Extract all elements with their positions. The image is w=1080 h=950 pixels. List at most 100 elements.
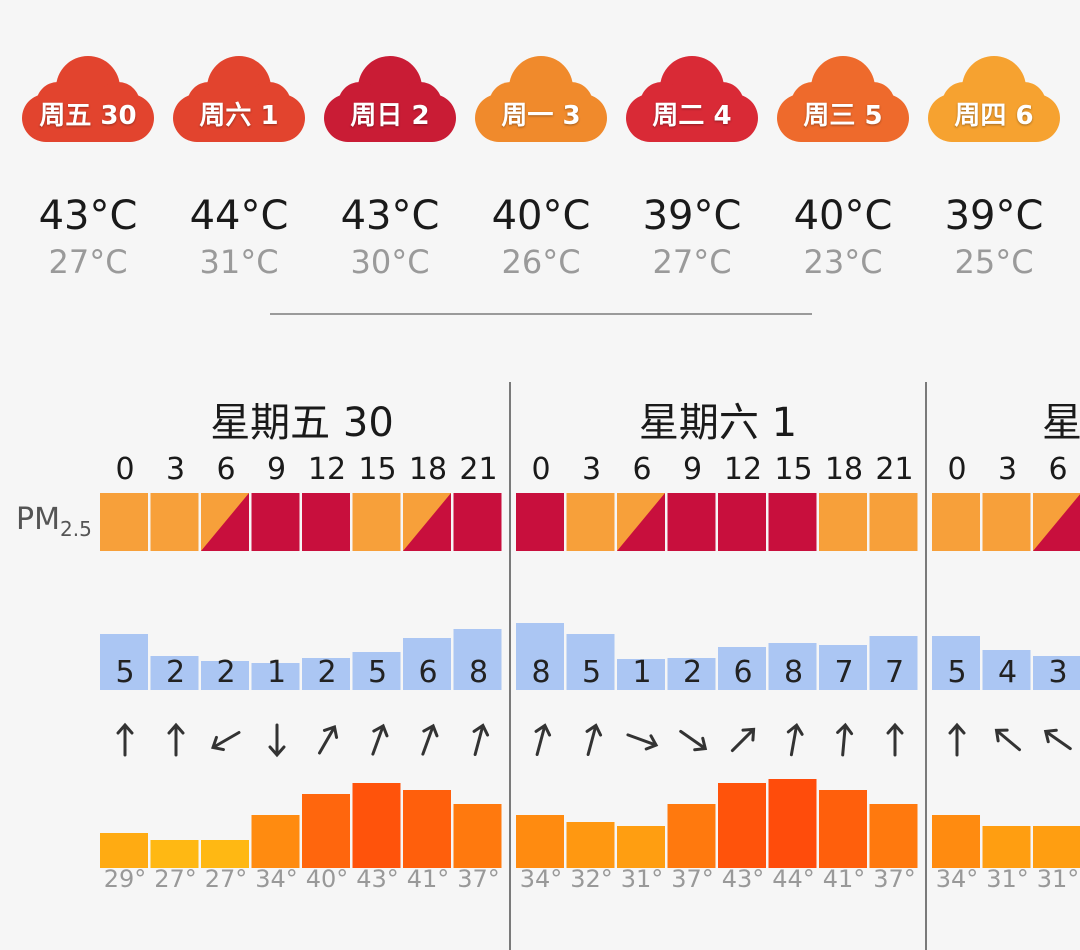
temp-value: 31° <box>1036 865 1080 893</box>
temp-summary-0: 43°C 27°C <box>13 190 163 282</box>
aqi-value: 8 <box>783 655 804 690</box>
temp-bar <box>201 840 249 868</box>
temp-summary-5: 40°C 23°C <box>768 190 918 282</box>
temp-value: 31° <box>986 865 1029 893</box>
temp-value: 31° <box>620 865 664 893</box>
hour-label: 9 <box>682 452 703 487</box>
wind-arrow-icon <box>454 715 504 765</box>
hour-label: 21 <box>875 452 914 487</box>
temp-value: 43° <box>356 865 399 893</box>
temp-value: 43° <box>721 865 765 893</box>
pm25-cell <box>150 493 199 551</box>
aqi-value: 2 <box>317 655 337 690</box>
aqi-value: 6 <box>733 655 753 690</box>
cloud-icon <box>777 56 909 142</box>
day-tab-label: 周四 6 <box>954 101 1034 131</box>
wind-arrow-icon <box>403 715 453 765</box>
temp-bar <box>718 783 766 868</box>
temp-bar <box>768 779 817 868</box>
temp-bar <box>150 840 199 868</box>
aqi-bar <box>352 652 401 690</box>
wind-arrow-icon <box>617 715 667 765</box>
temp-value: 34° <box>255 865 298 893</box>
hour-label: 0 <box>115 452 135 487</box>
day-tab-2[interactable]: 周日 2 <box>324 52 456 147</box>
pm25-cell <box>251 493 300 551</box>
temp-bar <box>403 790 451 868</box>
aqi-value: 2 <box>216 655 236 690</box>
temp-value: 40° <box>305 865 349 893</box>
wind-arrow-icon <box>151 715 201 765</box>
aqi-value: 5 <box>581 655 602 690</box>
temp-value: 27° <box>154 865 197 893</box>
hour-label: 3 <box>581 452 602 487</box>
wind-arrow-icon <box>516 715 566 765</box>
high-temp: 40°C <box>491 193 591 239</box>
aqi-bar <box>201 661 249 690</box>
temp-bar <box>819 790 867 868</box>
hour-label: 12 <box>723 452 763 487</box>
hour-label: 3 <box>165 452 186 487</box>
wind-arrow-icon <box>201 715 251 765</box>
aqi-bar <box>403 638 451 690</box>
pm25-cell <box>352 493 401 551</box>
hour-label: 15 <box>774 452 813 487</box>
day-title: 星期五 30 <box>210 400 394 446</box>
hour-label: 0 <box>531 452 551 487</box>
hour-label: 6 <box>1048 452 1068 487</box>
day-tab-4[interactable]: 周二 4 <box>626 52 758 147</box>
day-tab-0[interactable]: 周五 30 <box>22 52 154 147</box>
aqi-bar <box>819 645 867 690</box>
wind-arrow-icon <box>302 715 352 765</box>
aqi-value: 5 <box>115 655 135 690</box>
day-title: 星期六 1 <box>638 400 798 446</box>
temp-bar <box>251 815 300 868</box>
temp-value: 41° <box>822 865 866 893</box>
cloud-icon <box>928 56 1060 142</box>
hour-label: 3 <box>997 452 1018 487</box>
hour-label: 12 <box>307 452 347 487</box>
temp-value: 41° <box>406 865 450 893</box>
day-tab-label: 周日 2 <box>350 101 430 131</box>
pm25-cell <box>819 493 867 551</box>
aqi-value: 7 <box>884 655 905 690</box>
hour-label: 21 <box>459 452 498 487</box>
aqi-value: 2 <box>165 655 186 690</box>
aqi-bar <box>566 634 615 690</box>
day-tab-5[interactable]: 周三 5 <box>777 52 909 147</box>
temp-bar <box>932 815 980 868</box>
high-temp: 43°C <box>340 193 440 239</box>
temp-bar <box>516 815 564 868</box>
pm25-cell-half <box>403 493 451 551</box>
pm25-cell <box>869 493 918 551</box>
low-temp: 27°C <box>652 243 732 281</box>
pm25-cell <box>566 493 615 551</box>
pm25-cell <box>932 493 980 551</box>
temp-value: 37° <box>671 865 714 893</box>
temp-summary-3: 40°C 26°C <box>466 190 616 282</box>
temp-summary-4: 39°C 27°C <box>617 190 767 282</box>
day-tab-3[interactable]: 周一 3 <box>475 52 607 147</box>
temp-bar <box>1033 826 1080 868</box>
low-temp: 26°C <box>501 243 581 281</box>
high-temp: 40°C <box>793 193 893 239</box>
high-temp: 39°C <box>944 193 1044 239</box>
low-temp: 30°C <box>350 243 430 281</box>
aqi-value: 8 <box>468 655 489 690</box>
aqi-bar <box>718 647 766 690</box>
day-separator <box>925 382 927 950</box>
pm25-cell <box>100 493 148 551</box>
high-temp: 43°C <box>38 193 138 239</box>
section-divider <box>270 313 812 315</box>
aqi-value: 1 <box>266 655 287 690</box>
day-tab-1[interactable]: 周六 1 <box>173 52 305 147</box>
wind-arrow-icon <box>983 715 1033 765</box>
cloud-icon <box>626 56 758 142</box>
cloud-icon <box>475 56 607 142</box>
pm25-cell <box>718 493 766 551</box>
wind-arrow-icon <box>668 715 718 765</box>
temp-summary-1: 44°C 31°C <box>164 190 314 282</box>
day-tab-6[interactable]: 周四 6 <box>928 52 1060 147</box>
aqi-bar <box>302 658 350 690</box>
low-temp: 25°C <box>954 243 1034 281</box>
